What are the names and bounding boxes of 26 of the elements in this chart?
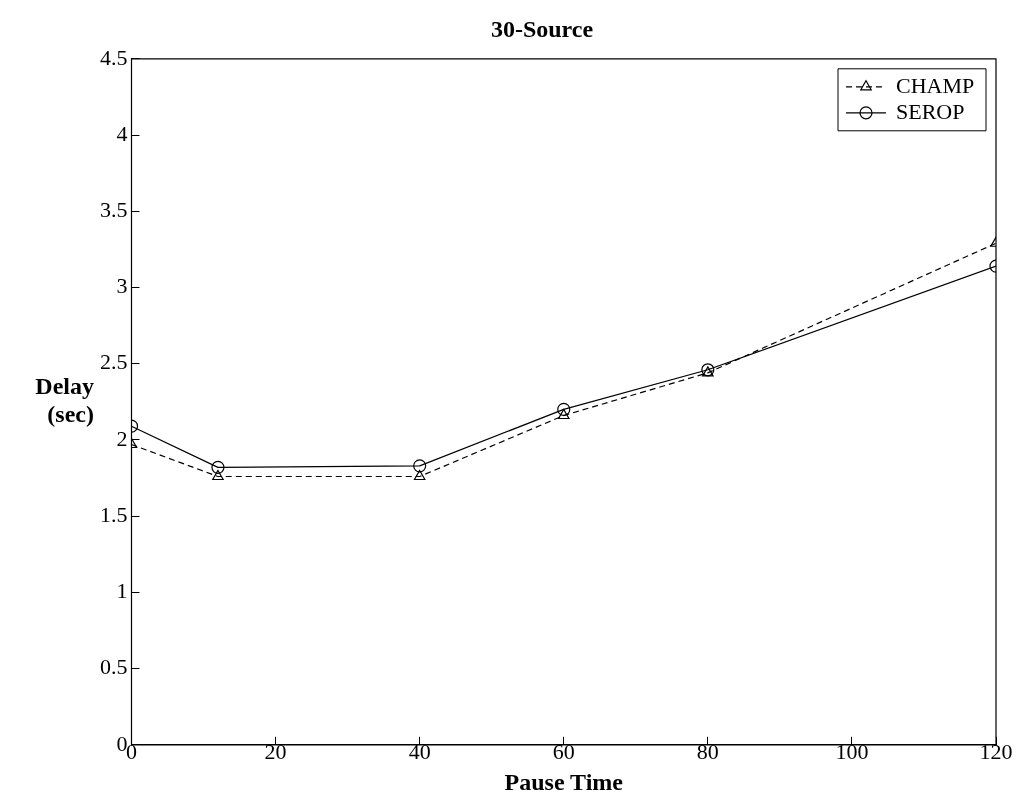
point: [413, 469, 426, 481]
y-tick-label: 1: [116, 578, 128, 604]
x-axis-title: Pause Time: [504, 768, 624, 795]
y-tick-label: 2.5: [100, 349, 128, 375]
x-tick-label: 100: [835, 738, 869, 764]
point: [211, 460, 225, 474]
y-tick-label: 2: [116, 425, 128, 451]
y-tick-label: 3.5: [100, 197, 128, 223]
y-tick-label: 0.5: [100, 654, 128, 680]
y-tick-label: 3: [116, 273, 128, 299]
legend-label: SEROP: [896, 98, 965, 124]
x-tick-label: 80: [696, 738, 719, 764]
x-tick-label: 120: [979, 738, 1013, 764]
x-tick-label: 20: [264, 738, 287, 764]
point: [413, 459, 427, 473]
y-tick-label: 4.5: [100, 44, 128, 70]
x-tick-label: 40: [408, 738, 431, 764]
point: [557, 402, 571, 417]
point: [557, 408, 570, 420]
y-tick-label: 1.5: [100, 501, 128, 527]
y-tick-label: 4: [116, 120, 128, 146]
point: [212, 469, 224, 481]
chart-title: 30-Source: [490, 15, 594, 42]
y-axis-title: Delay (sec): [35, 373, 94, 427]
legend-label: CHAMP: [896, 72, 975, 98]
x-tick-label: 60: [552, 738, 575, 764]
